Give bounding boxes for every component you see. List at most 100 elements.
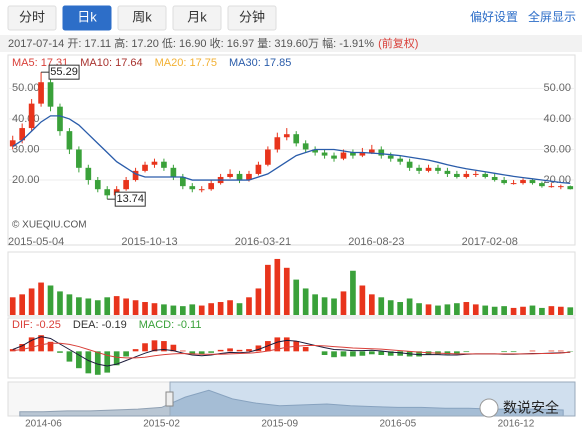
macd-bar bbox=[133, 349, 139, 351]
volume-bar bbox=[284, 268, 290, 315]
candle-body bbox=[123, 180, 129, 189]
volume-bar bbox=[520, 307, 526, 315]
macd-bar bbox=[331, 351, 337, 357]
volume-bar bbox=[539, 308, 545, 315]
volume-bar bbox=[274, 259, 280, 315]
macd-bar bbox=[246, 349, 252, 351]
volume-bar bbox=[426, 304, 432, 315]
tab-label[interactable]: 月k bbox=[187, 9, 207, 24]
candle-body bbox=[256, 165, 262, 174]
volume-bar bbox=[208, 303, 214, 315]
brand-icon bbox=[480, 399, 498, 417]
navigator-label: 2014-06 bbox=[25, 419, 62, 430]
candle-body bbox=[378, 149, 384, 155]
volume-bar bbox=[407, 298, 413, 315]
volume-bar bbox=[293, 280, 299, 315]
macd-bar bbox=[218, 350, 224, 351]
macd-bar bbox=[369, 351, 375, 354]
macd-legend: DIF: -0.25 bbox=[12, 319, 61, 331]
volume-bar bbox=[511, 308, 517, 315]
candle-body bbox=[416, 168, 422, 171]
volume-bar bbox=[246, 297, 252, 315]
tab-label[interactable]: 分时 bbox=[19, 9, 45, 24]
volume-bar bbox=[199, 306, 205, 315]
volume-bar bbox=[473, 304, 479, 315]
macd-bar bbox=[511, 351, 517, 352]
macd-bar bbox=[463, 351, 469, 352]
candle-body bbox=[454, 174, 460, 177]
volume-bar bbox=[482, 306, 488, 315]
navigator-label: 2016-12 bbox=[498, 419, 535, 430]
candle-body bbox=[85, 168, 91, 180]
candle-body bbox=[482, 174, 488, 177]
candle-body bbox=[492, 177, 498, 180]
tab-label[interactable]: 日k bbox=[77, 9, 97, 24]
candle-body bbox=[558, 186, 564, 187]
y-tick-label: 30.00 bbox=[12, 143, 40, 155]
volume-bar bbox=[445, 304, 451, 315]
x-tick-label: 2016-08-23 bbox=[348, 236, 404, 248]
candle-body bbox=[331, 156, 337, 159]
volume-bar bbox=[360, 286, 366, 316]
macd-bar bbox=[180, 351, 186, 352]
volume-bar bbox=[369, 294, 375, 315]
tab-label[interactable]: 周k bbox=[132, 9, 152, 24]
candle-body bbox=[473, 174, 479, 175]
y-tick-label: 20.00 bbox=[12, 174, 40, 186]
volume-bar bbox=[57, 291, 63, 315]
candle-body bbox=[303, 143, 309, 149]
candle-body bbox=[539, 183, 545, 186]
candle-body bbox=[426, 168, 432, 171]
candle-body bbox=[549, 186, 555, 187]
macd-bar bbox=[454, 351, 460, 353]
tab-label[interactable]: 分钟 bbox=[239, 9, 265, 24]
candle-body bbox=[511, 183, 517, 184]
candle-body bbox=[180, 177, 186, 186]
x-tick-label: 2016-03-21 bbox=[235, 236, 291, 248]
candle-body bbox=[341, 153, 347, 159]
volume-bar bbox=[558, 307, 564, 315]
candle-body bbox=[322, 153, 328, 156]
navigator-label: 2016-05 bbox=[379, 419, 416, 430]
volume-bar bbox=[67, 294, 73, 315]
watermark: © XUEQIU.COM bbox=[12, 220, 87, 231]
volume-bar bbox=[388, 300, 394, 315]
volume-bar bbox=[303, 288, 309, 315]
y-tick-label: 50.00 bbox=[12, 82, 40, 94]
volume-bar bbox=[142, 302, 148, 315]
macd-bar bbox=[341, 351, 347, 356]
y-tick-label: 50.00 bbox=[543, 82, 571, 94]
brand: 数说安全 bbox=[503, 400, 559, 416]
navigator-handle[interactable] bbox=[166, 392, 173, 406]
volume-bar bbox=[171, 306, 177, 315]
candle-body bbox=[161, 162, 167, 168]
candle-body bbox=[95, 180, 101, 189]
candle-body bbox=[189, 186, 195, 189]
link[interactable]: 全屏显示 bbox=[528, 9, 576, 24]
candle-body bbox=[284, 134, 290, 137]
macd-bar bbox=[530, 351, 536, 352]
macd-bar bbox=[123, 351, 129, 356]
link[interactable]: 偏好设置 bbox=[470, 9, 518, 24]
candle-body bbox=[567, 186, 573, 189]
candle-body bbox=[57, 107, 63, 131]
ma-legend: MA30: 17.85 bbox=[229, 57, 291, 69]
candle-body bbox=[29, 104, 35, 128]
annotation: 13.74 bbox=[116, 193, 144, 205]
volume-bar bbox=[416, 303, 422, 315]
volume-bar bbox=[227, 300, 233, 315]
candle-body bbox=[520, 180, 526, 183]
candle-body bbox=[67, 131, 73, 149]
candle-body bbox=[237, 174, 243, 180]
volume-bar bbox=[530, 306, 536, 315]
candle-body bbox=[142, 165, 148, 171]
ma-legend: MA10: 17.64 bbox=[80, 57, 142, 69]
candle-body bbox=[199, 189, 205, 190]
volume-bar bbox=[397, 302, 403, 315]
volume-bar bbox=[549, 306, 555, 315]
y-tick-label: 30.00 bbox=[543, 143, 571, 155]
macd-bar bbox=[549, 351, 555, 352]
volume-bar bbox=[104, 297, 110, 315]
candle-body bbox=[208, 183, 214, 189]
